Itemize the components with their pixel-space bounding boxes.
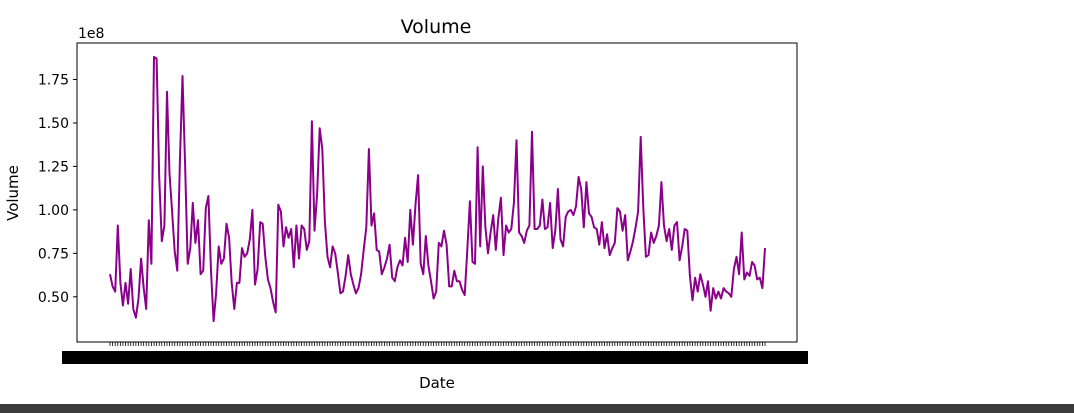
y-tick-label: 1.25	[38, 159, 69, 175]
x-axis-ticks	[62, 342, 808, 364]
chart-title: Volume	[401, 16, 472, 38]
status-bar	[0, 404, 1074, 413]
y-tick-label: 1.50	[38, 116, 69, 132]
y-tick-label: 1.00	[38, 203, 69, 219]
y-axis-ticks: 0.50 0.75 1.00 1.25 1.50 1.75	[38, 73, 77, 306]
y-tick-label: 1.75	[38, 73, 69, 89]
x-axis-label: Date	[419, 374, 455, 392]
y-offset-label: 1e8	[78, 26, 104, 42]
volume-line-chart: Volume 1e8 Volume Date 0.50 0.75 1.00 1.25 1…	[4, 16, 808, 392]
volume-series-line	[109, 55, 766, 323]
y-axis-label: Volume	[4, 165, 22, 221]
y-tick-label: 0.75	[38, 246, 69, 262]
chart-container: Volume 1e8 Volume Date 0.50 0.75 1.00 1.25 1…	[4, 16, 808, 392]
plot-frame	[76, 42, 798, 343]
x-tick-labels-overlap	[62, 351, 808, 364]
y-tick-label: 0.50	[38, 290, 69, 306]
series-group	[109, 55, 766, 323]
